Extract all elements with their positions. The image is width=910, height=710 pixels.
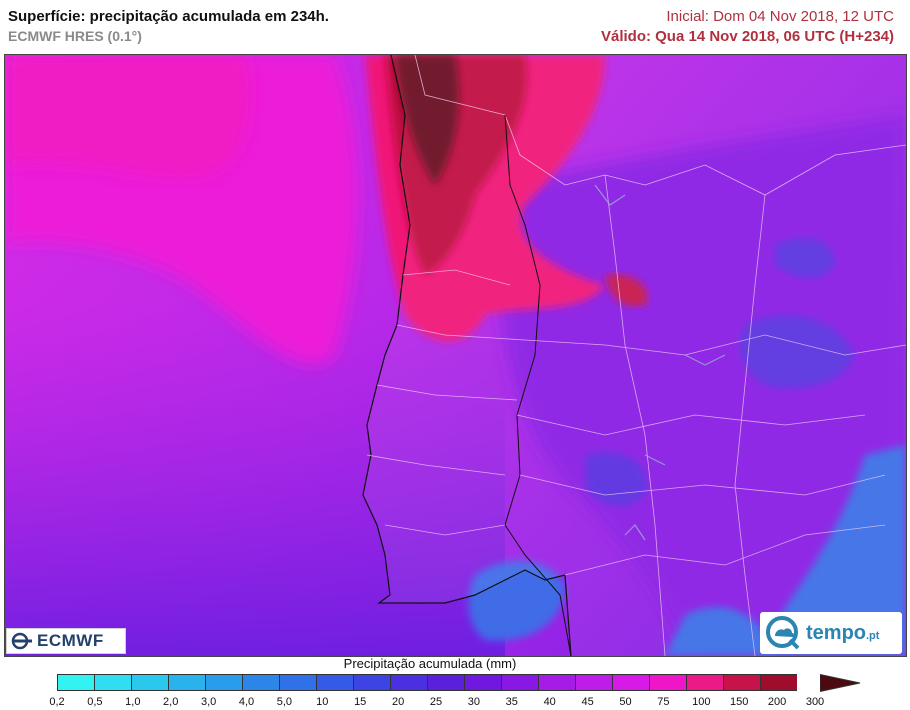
legend-tick-label: 15 — [354, 696, 367, 708]
legend-tick-label: 75 — [657, 696, 670, 708]
rivers-reservoirs — [594, 184, 726, 541]
legend-swatch — [612, 674, 649, 691]
legend-tick-label: 4,0 — [238, 696, 255, 708]
legend-swatch — [649, 674, 686, 691]
model-label: ECMWF HRES (0.1°) — [8, 28, 142, 44]
zone-150mm-inland — [605, 274, 648, 307]
legend-tick-label: 30 — [467, 696, 481, 708]
legend-swatch — [686, 674, 723, 691]
zone-50mm-ocean — [5, 55, 249, 178]
map-canvas — [5, 55, 906, 656]
tempo-logo: tempo.pt — [760, 612, 902, 654]
legend-swatch — [353, 674, 390, 691]
legend-tick-label: 3,0 — [200, 696, 217, 708]
tempo-logo-text: tempo.pt — [806, 621, 880, 644]
legend-swatch — [390, 674, 427, 691]
legend-tick-label: 40 — [543, 696, 556, 708]
regional-borders — [366, 174, 906, 656]
zone-200-300mm — [395, 55, 459, 185]
legend-colorbar — [57, 674, 797, 692]
legend-tick-label: 5,0 — [276, 696, 293, 708]
legend-tick-label: 50 — [619, 696, 632, 708]
zone-10mm-south — [665, 607, 775, 656]
coastline — [362, 55, 572, 656]
legend-tick-label: 20 — [391, 696, 405, 708]
legend-swatch — [131, 674, 168, 691]
legend-title: Precipitação acumulada (mm) — [343, 656, 517, 671]
legend-swatch — [279, 674, 316, 691]
legend-swatch — [760, 674, 797, 691]
zone-10mm-algarve-coast — [468, 561, 565, 641]
ocean-south-field — [5, 305, 505, 656]
legend-tick-label: 10 — [316, 696, 329, 708]
legend-swatch — [94, 674, 131, 691]
zone-20mm-northeast — [775, 237, 835, 279]
tempo-symbol-icon — [766, 616, 800, 650]
ecmwf-logo-text: ECMWF — [37, 631, 104, 650]
legend-swatch — [464, 674, 501, 691]
legend-tick-label: 150 — [730, 696, 749, 708]
legend-swatch — [57, 674, 94, 691]
legend-ticks: 0,2 0,5 1,0 2,0 3,0 4,0 5,0 10 15 20 25 30 35 40 45 50 7… — [0, 696, 910, 710]
legend-tick-label: 0,2 — [49, 696, 65, 708]
map-title: Superfície: precipitação acumulada em 23… — [8, 8, 329, 25]
legend-swatch — [316, 674, 353, 691]
legend-swatch — [575, 674, 612, 691]
legend-tick-label: 45 — [581, 696, 594, 708]
legend-tick-label: 25 — [429, 696, 443, 708]
precipitation-map[interactable] — [4, 54, 907, 657]
legend-swatch — [538, 674, 575, 691]
zone-20mm-east — [740, 315, 855, 389]
ecmwf-symbol-icon — [11, 632, 32, 650]
legend-tick-label: 1,0 — [125, 696, 141, 708]
valid-time: Válido: Qua 14 Nov 2018, 06 UTC (H+234) — [600, 28, 894, 45]
legend-swatch — [501, 674, 538, 691]
header-right: Inicial: Dom 04 Nov 2018, 12 UTC Válido:… — [601, 8, 894, 45]
legend-tick-label: 100 — [692, 696, 711, 708]
legend-tick-label: 0,5 — [87, 696, 103, 708]
initial-time: Inicial: Dom 04 Nov 2018, 12 UTC — [666, 8, 894, 25]
legend-swatch — [242, 674, 279, 691]
legend-tick-label: 2,0 — [163, 696, 179, 708]
legend-swatch — [205, 674, 242, 691]
land-tint — [363, 55, 906, 656]
legend-tick-label: 35 — [505, 696, 518, 708]
legend-arrow-icon — [820, 674, 861, 692]
legend-swatch — [723, 674, 760, 691]
legend-swatch — [168, 674, 205, 691]
header-left: Superfície: precipitação acumulada em 23… — [8, 8, 329, 44]
zone-10mm-southeast — [765, 445, 906, 656]
regional-borders-north — [414, 55, 906, 196]
legend-tick-label: 200 — [767, 696, 787, 708]
legend-swatch — [427, 674, 464, 691]
ecmwf-logo: ECMWF — [6, 628, 126, 654]
legend-tick-label: 300 — [805, 696, 825, 708]
